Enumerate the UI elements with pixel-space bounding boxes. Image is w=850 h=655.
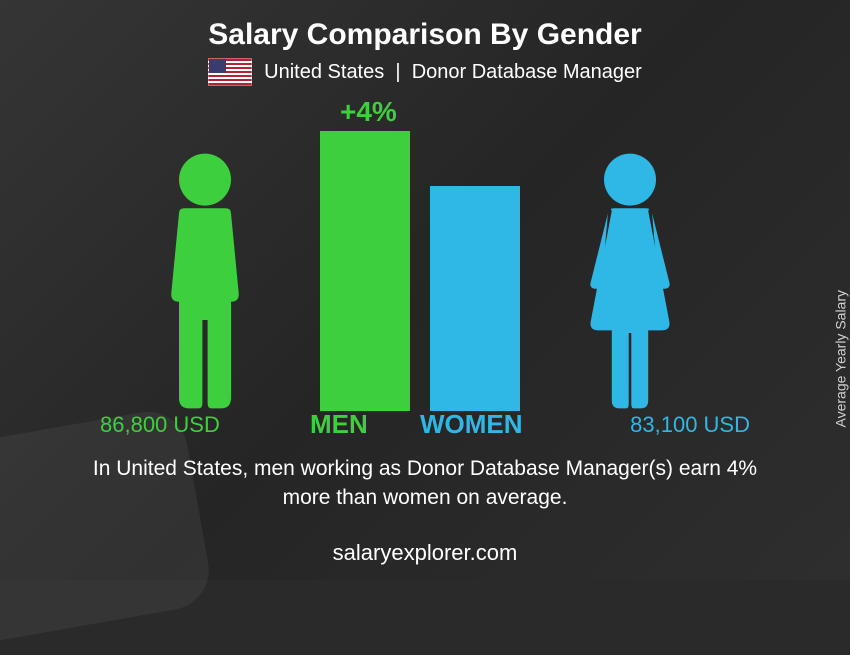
- man-icon: [140, 151, 270, 411]
- job-title: Donor Database Manager: [412, 61, 642, 83]
- men-salary-value: 86,800 USD: [100, 412, 220, 438]
- men-axis-label: MEN: [310, 409, 368, 440]
- subtitle-row: United States | Donor Database Manager: [0, 58, 850, 86]
- footer-source: salaryexplorer.com: [0, 540, 850, 566]
- subtitle-separator: |: [390, 61, 412, 83]
- men-bar: [320, 131, 410, 411]
- description-text: In United States, men working as Donor D…: [0, 436, 850, 513]
- main-title: Salary Comparison By Gender: [0, 0, 850, 52]
- chart-area: +4% 86,800 USD MEN WOMEN 83,100 USD: [0, 96, 850, 436]
- country-name: United States: [264, 61, 384, 83]
- infographic-content: Salary Comparison By Gender United State…: [0, 0, 850, 580]
- woman-icon: [560, 151, 700, 411]
- women-bar: [430, 186, 520, 411]
- y-axis-label: Average Yearly Salary: [832, 290, 848, 428]
- subtitle: United States | Donor Database Manager: [264, 61, 642, 84]
- difference-percent-label: +4%: [340, 96, 397, 128]
- women-salary-value: 83,100 USD: [630, 412, 750, 438]
- women-axis-label: WOMEN: [420, 409, 523, 440]
- us-flag-icon: [208, 58, 252, 86]
